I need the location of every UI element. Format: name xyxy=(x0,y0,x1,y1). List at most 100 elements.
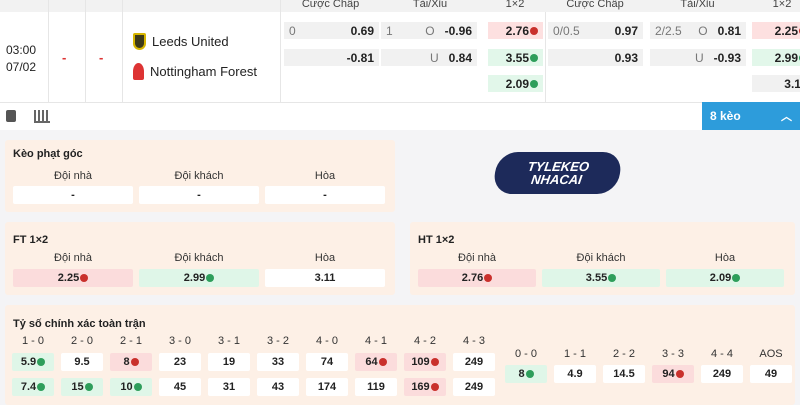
handicap-odds[interactable]: -0.81 xyxy=(284,49,379,66)
score-odds[interactable]: 9.5 xyxy=(61,353,103,371)
score-odds[interactable]: 174 xyxy=(306,378,348,396)
1x2-odds[interactable]: 2.09 xyxy=(488,75,543,92)
header-ah-ht: Cược Chấp xyxy=(566,0,624,10)
score-odds[interactable]: 119 xyxy=(355,378,397,396)
over-under-odds[interactable]: U 0.84 xyxy=(381,49,477,66)
1x2-odds[interactable]: 3.11 xyxy=(752,75,800,92)
odds-value: 249 xyxy=(464,381,484,393)
handicap-odds[interactable]: 0 0.69 xyxy=(284,22,379,39)
odds-box[interactable]: 2.25 xyxy=(13,269,133,287)
score-odds[interactable]: 169 xyxy=(404,378,446,396)
score-odds[interactable]: 19 xyxy=(208,353,250,371)
score-odds[interactable]: 249 xyxy=(453,353,495,371)
odds-box[interactable]: - xyxy=(139,186,259,204)
over-under-odds[interactable]: 2/2.5 O 0.81 xyxy=(650,22,746,39)
odds-value: -0.96 xyxy=(444,23,472,38)
home-score: - xyxy=(62,50,67,65)
more-odds-label: 8 kèo xyxy=(710,109,741,123)
corner-panel: Kèo phạt góc Đội nhà - Đội khách - Hòa - xyxy=(5,140,395,212)
score-odds[interactable]: 249 xyxy=(701,365,743,383)
over-under-odds[interactable]: 1 O -0.96 xyxy=(381,22,477,39)
odds-value: 3.11 xyxy=(784,76,800,91)
ou-side: U xyxy=(694,50,704,65)
ou-line: 2/2.5 xyxy=(655,23,682,38)
odds-value: 94 xyxy=(662,368,675,380)
odds-value: 45 xyxy=(173,381,187,393)
trend-up-icon xyxy=(608,274,617,282)
over-under-odds[interactable]: U -0.93 xyxy=(650,49,746,66)
odds-value: 2.76 xyxy=(505,23,529,38)
score-odds[interactable]: 8 xyxy=(505,365,547,383)
score-odds[interactable]: 14.5 xyxy=(603,365,645,383)
score-odds[interactable]: 23 xyxy=(159,353,201,371)
odds-value: - xyxy=(197,189,201,201)
score-odds[interactable]: 10 xyxy=(110,378,152,396)
odds-value: 0.97 xyxy=(614,23,638,38)
panel-title: HT 1×2 xyxy=(418,234,455,246)
score-odds[interactable]: 45 xyxy=(159,378,201,396)
jersey-icon[interactable] xyxy=(6,110,16,122)
odds-box[interactable]: 3.55 xyxy=(542,269,660,287)
odds-box[interactable]: 3.11 xyxy=(265,269,385,287)
score-label: 4 - 1 xyxy=(364,335,387,347)
score-odds[interactable]: 15 xyxy=(61,378,103,396)
divider xyxy=(545,12,546,102)
1x2-odds[interactable]: 3.55 xyxy=(488,49,543,66)
1x2-odds[interactable]: 2.25 xyxy=(752,22,800,39)
trend-up-icon xyxy=(530,53,538,62)
score-odds[interactable]: 33 xyxy=(257,353,299,371)
score-label: 3 - 0 xyxy=(168,335,191,347)
site-logo: TYLEKEO NHACAI xyxy=(492,152,623,194)
correct-score-panel: Tỷ số chính xác toàn trận 1 - 0 5.9 7.4 2 -… xyxy=(5,305,795,405)
ou-side: O xyxy=(698,23,708,38)
score-odds[interactable]: 43 xyxy=(257,378,299,396)
home-team-name: Leeds United xyxy=(152,34,229,49)
odds-value: 2.99 xyxy=(183,272,206,284)
outcome-label: Đội khách xyxy=(576,252,626,264)
score-label: 4 - 0 xyxy=(315,335,338,347)
score-odds[interactable]: 74 xyxy=(306,353,348,371)
header-row xyxy=(0,0,800,12)
score-odds[interactable]: 94 xyxy=(652,365,694,383)
handicap-odds[interactable]: 0.93 xyxy=(548,49,643,66)
stats-icon[interactable] xyxy=(34,110,50,123)
score-odds[interactable]: 5.9 xyxy=(12,353,54,371)
trend-down-icon xyxy=(430,358,439,366)
away-team[interactable]: Nottingham Forest xyxy=(133,63,257,80)
divider xyxy=(85,0,86,102)
trend-up-icon xyxy=(37,383,46,391)
score-label: 3 - 2 xyxy=(266,335,289,347)
away-team-name: Nottingham Forest xyxy=(150,64,257,79)
trend-up-icon xyxy=(525,370,534,378)
odds-box[interactable]: 2.76 xyxy=(418,269,536,287)
handicap-line: 0 xyxy=(289,23,296,38)
odds-box[interactable]: - xyxy=(13,186,133,204)
more-odds-button[interactable]: 8 kèo ︿ xyxy=(702,102,800,130)
1x2-odds[interactable]: 2.99 xyxy=(752,49,800,66)
1x2-odds[interactable]: 2.76 xyxy=(488,22,543,39)
score-odds[interactable]: 4.9 xyxy=(554,365,596,383)
score-odds[interactable]: 109 xyxy=(404,353,446,371)
home-team[interactable]: Leeds United xyxy=(133,33,229,50)
odds-box[interactable]: - xyxy=(265,186,385,204)
odds-value: 2.09 xyxy=(505,76,529,91)
score-odds[interactable]: 64 xyxy=(355,353,397,371)
score-odds[interactable]: 49 xyxy=(750,365,792,383)
handicap-odds[interactable]: 0/0.5 0.97 xyxy=(548,22,643,39)
score-odds[interactable]: 7.4 xyxy=(12,378,54,396)
odds-box[interactable]: 2.99 xyxy=(139,269,259,287)
outcome-label: Đội nhà xyxy=(54,252,92,264)
odds-box[interactable]: 2.09 xyxy=(666,269,784,287)
score-odds[interactable]: 249 xyxy=(453,378,495,396)
odds-value: 10 xyxy=(120,381,133,393)
score-odds[interactable]: 8 xyxy=(110,353,152,371)
trend-down-icon xyxy=(484,274,493,282)
odds-value: 49 xyxy=(764,368,778,380)
trend-down-icon xyxy=(378,358,387,366)
chevron-up-icon: ︿ xyxy=(781,111,792,123)
odds-value: 2.99 xyxy=(774,50,798,65)
odds-value: 3.11 xyxy=(314,272,336,284)
odds-value: 0.93 xyxy=(614,50,638,65)
trend-up-icon xyxy=(84,383,93,391)
score-odds[interactable]: 31 xyxy=(208,378,250,396)
